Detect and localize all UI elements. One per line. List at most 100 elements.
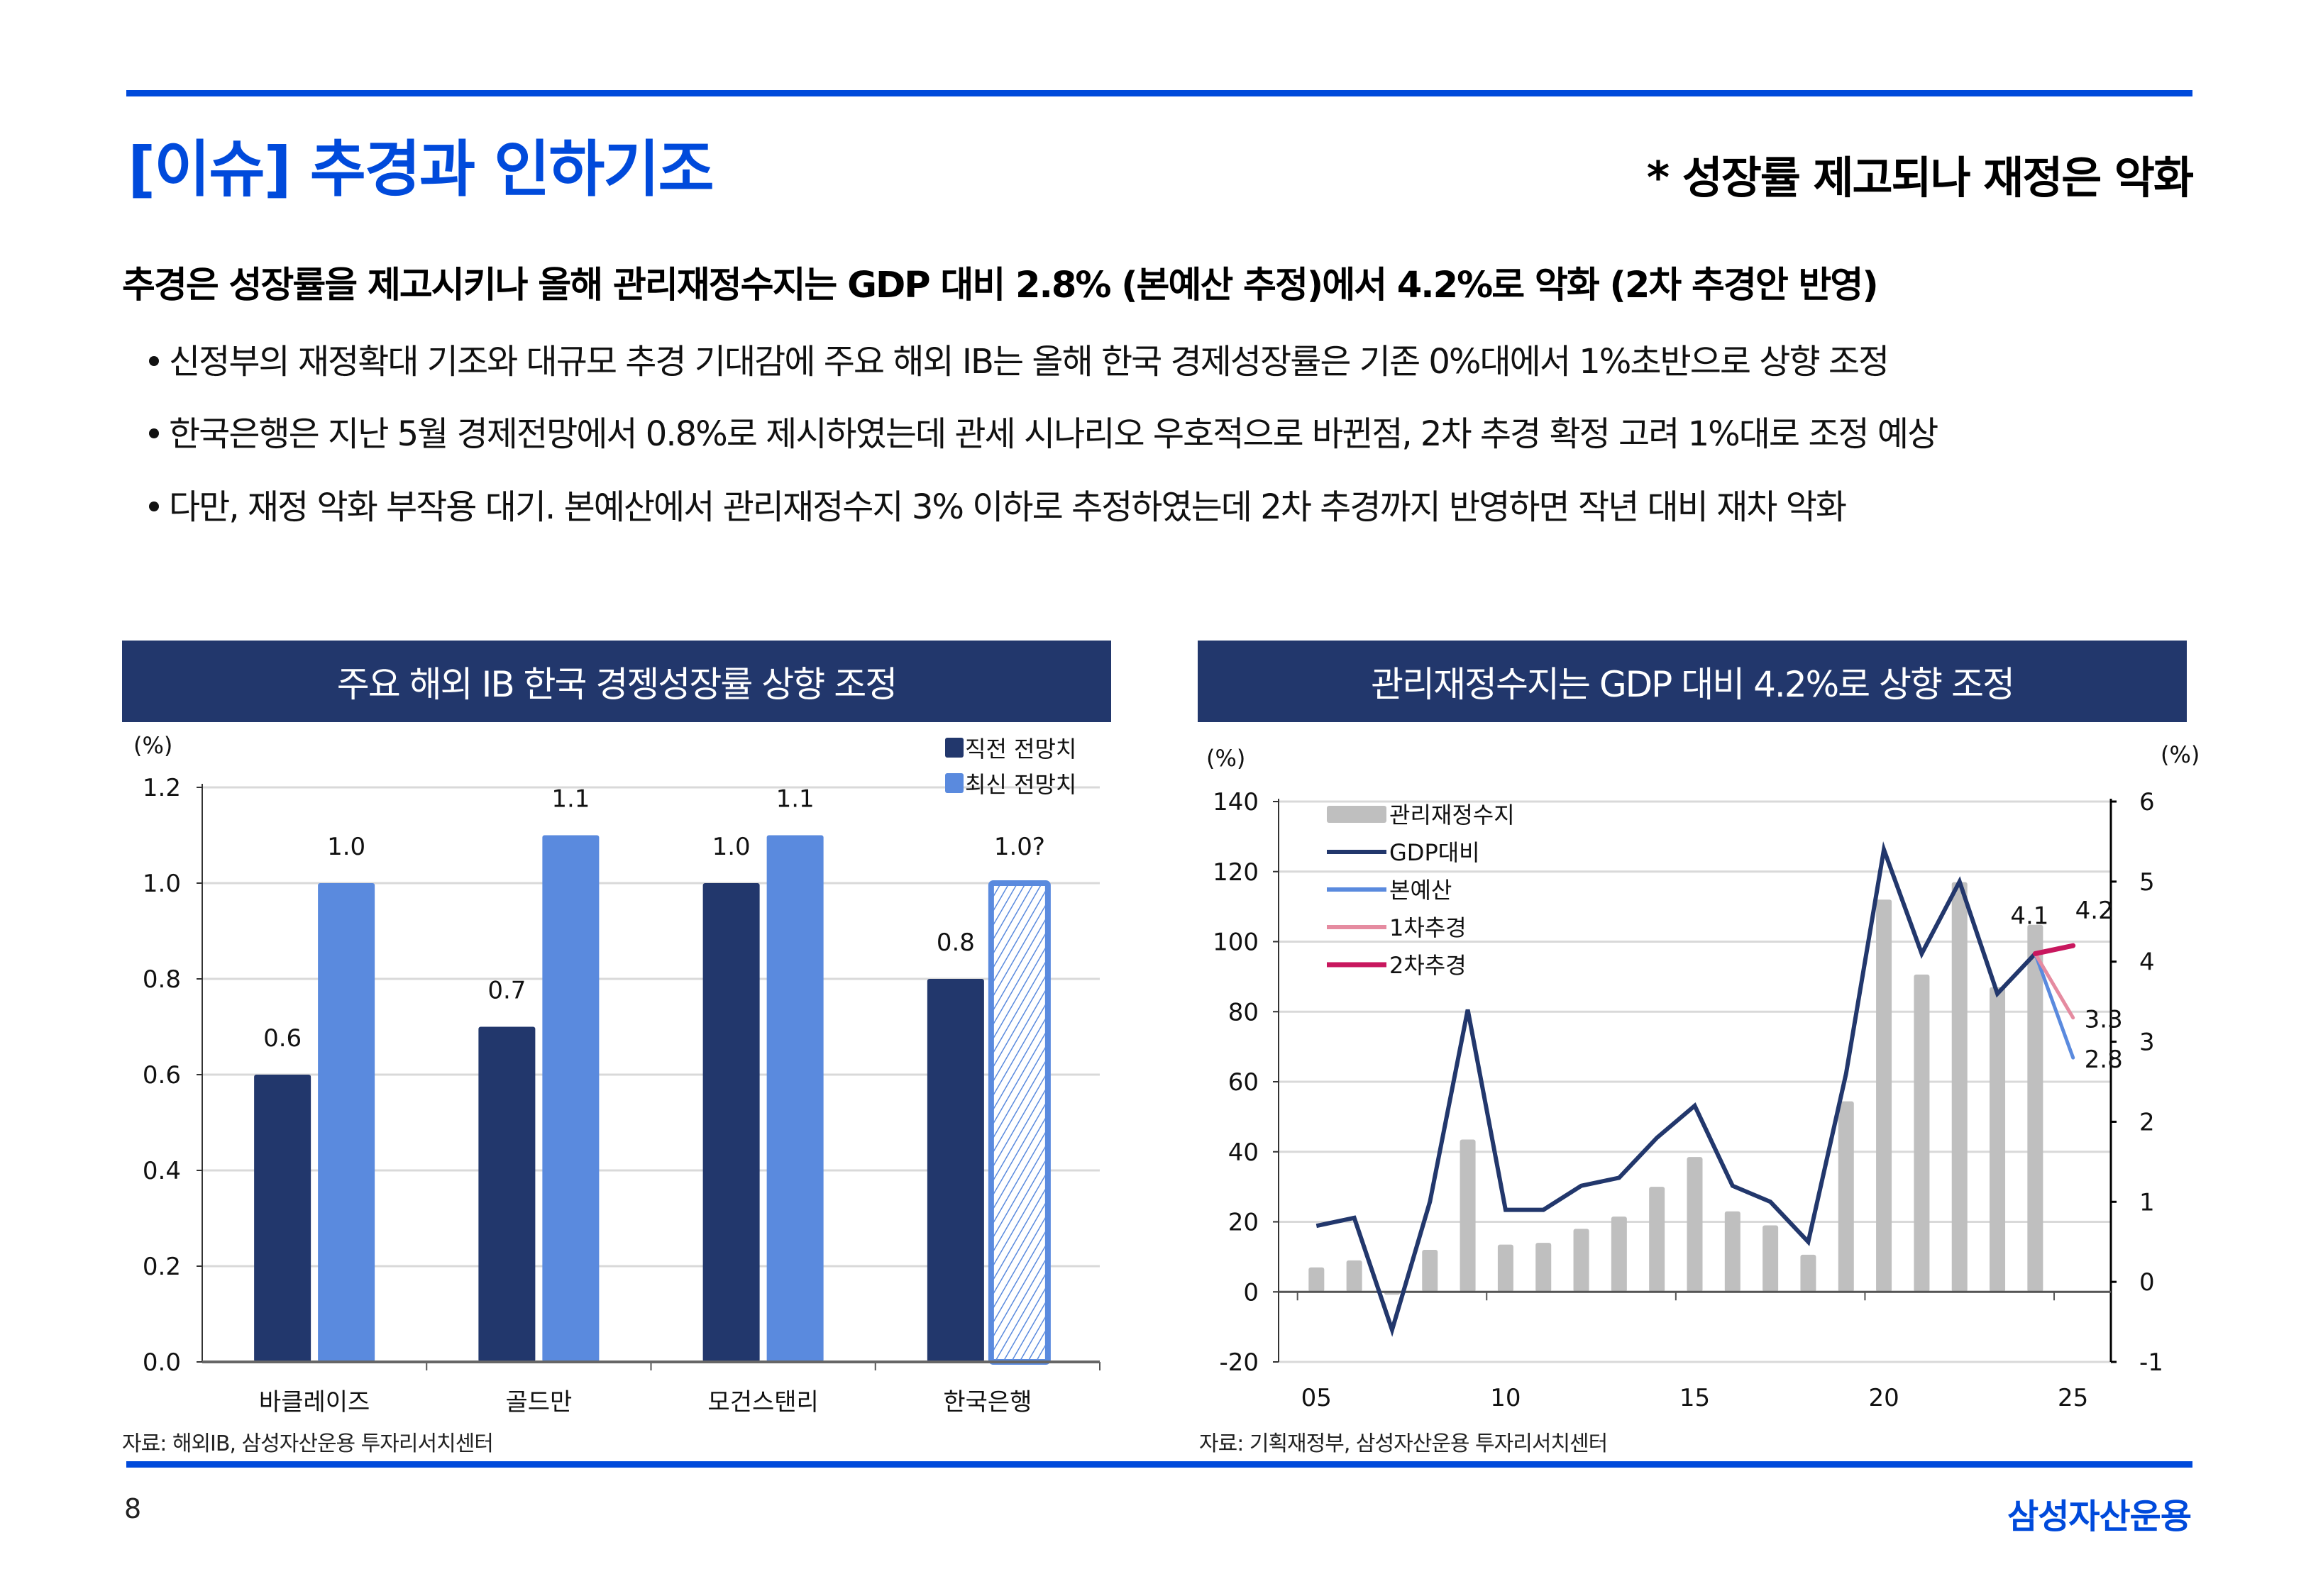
right-y-tick-label: -1 — [2139, 1348, 2163, 1377]
legend-swatch — [1327, 806, 1386, 823]
bullet-item: 한국은행은 지난 5월 경제전망에서 0.8%로 제시하였는데 관세 시나리오 … — [149, 406, 1938, 455]
fiscal-balance-bar — [1535, 1243, 1552, 1292]
bar-previous-forecast — [702, 883, 760, 1362]
right-y-tick-label: 0 — [2139, 1268, 2155, 1297]
fiscal-balance-bar — [1800, 1254, 1816, 1292]
x-tick-label: 10 — [1490, 1384, 1521, 1412]
legend-label: GDP대비 — [1389, 839, 1480, 866]
bar-value-label: 1.1 — [551, 785, 590, 814]
y-tick-label: 0.0 — [143, 1348, 181, 1377]
right-y-tick-label: 5 — [2139, 868, 2155, 897]
x-category-label: 골드만 — [505, 1388, 572, 1417]
left-y-tick-label: 140 — [1213, 788, 1259, 816]
fiscal-balance-bar — [2027, 924, 2043, 1292]
fiscal-balance-bar — [1914, 974, 1930, 1292]
page-subtitle: * 성장률 제고되나 재정은 악화 — [1646, 152, 2194, 204]
legend-swatch — [945, 738, 964, 758]
page-number: 8 — [124, 1493, 142, 1524]
bullet-dot-icon — [149, 501, 159, 511]
gdp-ratio-line — [1315, 841, 2037, 1337]
right-y-tick-label: 2 — [2139, 1108, 2155, 1136]
headline: 추경은 성장률을 제고시키나 올해 관리재정수지는 GDP 대비 2.8% (본… — [122, 265, 1879, 306]
page-title: [이슈] 추경과 인하기조 — [128, 134, 715, 205]
x-tick-label: 05 — [1301, 1384, 1332, 1412]
left-y-tick-label: 40 — [1228, 1138, 1259, 1167]
left-y-tick-label: 60 — [1228, 1068, 1259, 1097]
legend-label: 1차추경 — [1389, 914, 1467, 941]
right-chart-source: 자료: 기획재정부, 삼성자산운용 투자리서치센터 — [1199, 1431, 1608, 1456]
bullet-item: 신정부의 재정확대 기조와 대규모 추경 기대감에 주요 해외 IB는 올해 한… — [149, 333, 1890, 383]
fiscal-balance-bar — [1876, 899, 1892, 1292]
bar-value-label: 1.0 — [712, 833, 751, 861]
bar-previous-forecast — [254, 1075, 311, 1362]
data-annotation: 2.8 — [2085, 1046, 2123, 1074]
x-category-label: 한국은행 — [943, 1388, 1032, 1417]
supplementary-1-projection-line — [2033, 951, 2075, 1020]
x-tick-label: 15 — [1679, 1384, 1710, 1412]
fiscal-balance-bar — [1346, 1260, 1362, 1292]
bar-latest-forecast — [766, 835, 824, 1362]
growth-forecast-bar-chart: (%) 0.0 0.2 0.4 0.6 0.8 1.0 1.2 0.6 1.0 바클레이즈 0.7 1.… — [133, 732, 1100, 1417]
fiscal-balance-combo-chart: (%) (%) -20 0 20 40 60 80 100 120 140 -1 0 1 2 3 4 5 6 05 10… — [1206, 741, 2200, 1412]
right-y-tick-label: 6 — [2139, 788, 2155, 816]
y-tick-label: 1.0 — [143, 870, 181, 898]
bottom-divider — [126, 1461, 2192, 1468]
legend-label: 최신 전망치 — [965, 771, 1076, 798]
bullet-text: 신정부의 재정확대 기조와 대규모 추경 기대감에 주요 해외 IB는 올해 한… — [169, 342, 1890, 382]
bullet-dot-icon — [149, 356, 159, 366]
y-tick-label: 0.8 — [143, 965, 181, 994]
left-axis-unit: (%) — [1206, 745, 1245, 772]
left-chart-source: 자료: 해외IB, 삼성자산운용 투자리서치센터 — [122, 1431, 494, 1456]
right-y-tick-label: 1 — [2139, 1188, 2155, 1217]
bullet-dot-icon — [149, 428, 159, 438]
right-chart-title: 관리재정수지는 GDP 대비 4.2%로 상향 조정 — [1198, 641, 2187, 722]
bullet-text: 다만, 재정 악화 부작용 대기. 본예산에서 관리재정수지 3% 이하로 추정… — [169, 487, 1847, 527]
legend-label: 본예산 — [1389, 877, 1452, 904]
x-tick-label: 20 — [1868, 1384, 1899, 1412]
left-y-tick-label: 20 — [1228, 1209, 1259, 1237]
x-tick-label: 25 — [2058, 1384, 2088, 1412]
x-category-label: 모건스탠리 — [707, 1388, 818, 1417]
left-y-tick-label: -20 — [1219, 1348, 1259, 1377]
right-y-tick-label: 4 — [2139, 948, 2155, 977]
fiscal-balance-bar — [1990, 987, 2006, 1292]
legend-label: 2차추경 — [1389, 952, 1467, 979]
right-y-tick-label: 3 — [2139, 1029, 2155, 1057]
bar-latest-forecast — [318, 883, 375, 1362]
bar-previous-forecast — [478, 1026, 536, 1362]
legend-label: 관리재정수지 — [1389, 802, 1515, 829]
bar-value-label: 0.7 — [487, 977, 526, 1005]
bar-value-label: 1.1 — [776, 785, 815, 814]
fiscal-balance-bar — [1649, 1187, 1665, 1292]
brand-logo: 삼성자산운용 — [2007, 1497, 2192, 1536]
data-annotation: 3.3 — [2085, 1006, 2123, 1034]
bar-latest-forecast — [988, 880, 1051, 1365]
fiscal-balance-bar — [1573, 1229, 1589, 1292]
budget-projection-line — [2033, 951, 2075, 1060]
fiscal-balance-bar — [1460, 1139, 1476, 1292]
fiscal-balance-bar — [1951, 882, 1968, 1292]
fiscal-balance-bar — [1422, 1250, 1438, 1292]
fiscal-balance-bar — [1611, 1217, 1627, 1292]
left-y-tick-label: 120 — [1213, 858, 1259, 887]
bar-value-label: 0.6 — [263, 1024, 302, 1053]
fiscal-balance-bar — [1762, 1225, 1779, 1292]
fiscal-balance-bar — [1497, 1244, 1513, 1292]
legend-swatch — [945, 773, 964, 793]
x-category-label: 바클레이즈 — [259, 1388, 370, 1417]
bar-value-label: 1.0? — [994, 833, 1045, 861]
data-annotation: 4.2 — [2075, 897, 2114, 925]
fiscal-balance-bar — [1724, 1211, 1740, 1292]
supplementary-2-projection-line — [2032, 943, 2076, 956]
left-chart-title: 주요 해외 IB 한국 경젱성장률 상향 조정 — [122, 641, 1111, 722]
left-y-tick-label: 0 — [1243, 1278, 1259, 1307]
bar-latest-forecast — [542, 835, 600, 1362]
y-axis-unit: (%) — [133, 732, 172, 759]
y-tick-label: 0.6 — [143, 1061, 181, 1090]
y-tick-label: 0.4 — [143, 1157, 181, 1185]
right-axis-unit: (%) — [2161, 741, 2200, 768]
fiscal-balance-bar — [1838, 1101, 1854, 1292]
fiscal-balance-bar — [1308, 1267, 1325, 1292]
fiscal-balance-bar — [1687, 1157, 1703, 1292]
data-annotation: 4.1 — [2010, 902, 2048, 930]
